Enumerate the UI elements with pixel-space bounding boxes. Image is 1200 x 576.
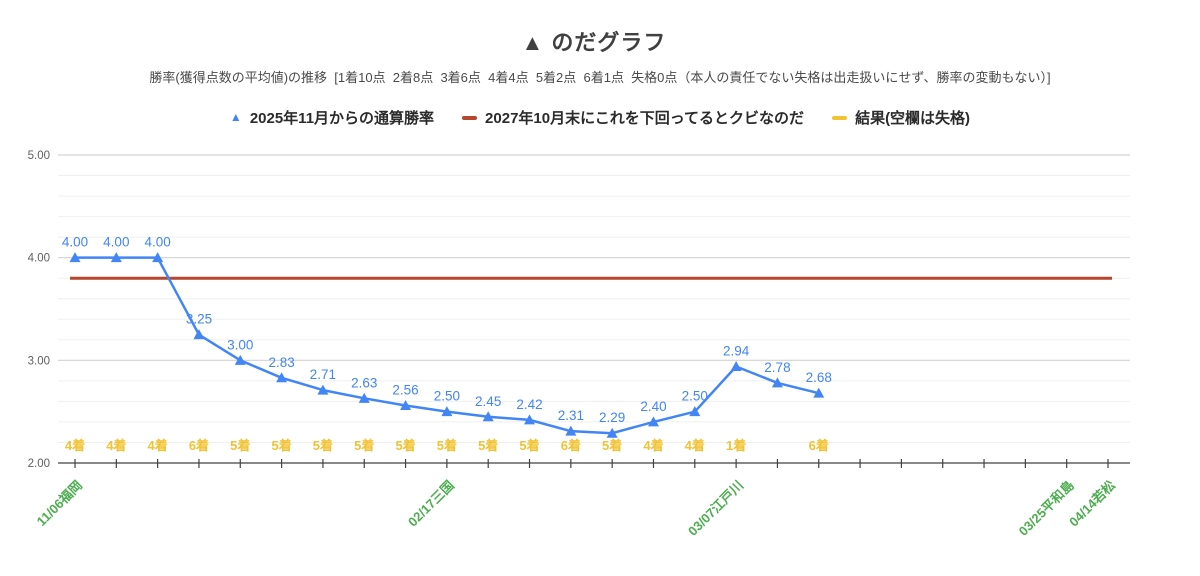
result-label: 4着 (65, 438, 85, 453)
data-value-label: 2.50 (682, 389, 708, 404)
data-value-label: 4.00 (144, 235, 170, 250)
chart-title: ▲ のだグラフ (521, 30, 667, 55)
result-label: 4着 (685, 438, 705, 453)
data-value-label: 2.31 (558, 408, 584, 423)
data-point-marker (771, 377, 783, 388)
data-point-marker (647, 416, 659, 427)
x-axis-label: 03/07江戸川 (685, 478, 746, 539)
data-point-marker (193, 329, 205, 340)
data-value-label: 2.78 (764, 360, 790, 375)
result-label: 5着 (478, 438, 498, 453)
result-label: 5着 (519, 438, 539, 453)
legend-label-result: 結果(空欄は失格) (855, 110, 971, 127)
data-value-label: 4.00 (103, 235, 129, 250)
legend-label-threshold: 2027年10月末にこれを下回ってるとクビなのだ (485, 110, 805, 127)
data-point-marker (110, 252, 122, 263)
data-value-label: 2.42 (516, 397, 542, 412)
data-point-marker (234, 354, 246, 365)
y-axis-label: 5.00 (28, 150, 50, 162)
data-value-label: 2.68 (806, 370, 832, 385)
data-point-marker (606, 427, 618, 438)
x-axis-label: 02/17三国 (405, 478, 457, 530)
y-axis-label: 3.00 (28, 355, 50, 367)
result-label: 5着 (602, 438, 622, 453)
data-point-marker (358, 392, 370, 403)
data-point-marker (69, 252, 81, 263)
data-value-label: 2.29 (599, 410, 625, 425)
legend-label-winrate: 2025年11月からの通算勝率 (249, 110, 435, 127)
data-point-marker (152, 252, 164, 263)
data-point-marker (400, 400, 412, 411)
triangle-marker-icon: ▲ (229, 109, 242, 124)
data-value-label: 2.94 (723, 343, 750, 358)
legend-item-result: 結果(空欄は失格) (832, 107, 970, 128)
chart-subtitle: 勝率(獲得点数の平均値)の推移 [1着10点 2着8点 3着6点 4着4点 5着… (149, 70, 1051, 85)
data-point-marker (565, 425, 577, 436)
data-point-marker (441, 406, 453, 417)
data-point-marker (689, 406, 701, 417)
data-value-label: 2.56 (392, 383, 418, 398)
chart-legend: ▲ 2025年11月からの通算勝率 2027年10月末にこれを下回ってるとクビな… (0, 107, 1200, 128)
data-value-label: 2.71 (310, 367, 336, 382)
x-axis-label: 11/06福岡 (34, 478, 85, 529)
result-label: 6着 (189, 438, 209, 453)
result-label: 1着 (726, 438, 746, 453)
result-label: 5着 (271, 438, 291, 453)
result-label: 6着 (809, 438, 829, 453)
result-label: 4着 (148, 438, 168, 453)
y-axis-label: 4.00 (28, 253, 50, 265)
result-label: 4着 (106, 438, 126, 453)
data-value-label: 2.50 (434, 389, 460, 404)
data-value-label: 2.45 (475, 394, 501, 409)
result-label: 4着 (643, 438, 663, 453)
data-point-marker (524, 414, 536, 425)
dash-marker-icon (832, 115, 848, 120)
result-label: 6着 (561, 438, 581, 453)
data-value-label: 2.83 (268, 355, 294, 370)
data-value-label: 4.00 (62, 235, 88, 250)
x-axis-label: 03/25平和島 (1016, 478, 1077, 539)
y-axis-label: 2.00 (28, 458, 50, 470)
data-value-label: 2.63 (351, 375, 377, 390)
data-value-label: 3.00 (227, 337, 253, 352)
result-label: 5着 (437, 438, 457, 453)
data-point-marker (813, 387, 825, 398)
result-label: 5着 (230, 438, 250, 453)
data-value-label: 3.25 (186, 312, 212, 327)
data-point-marker (482, 411, 494, 422)
data-point-marker (276, 372, 288, 383)
dash-marker-icon (462, 115, 478, 120)
result-label: 5着 (395, 438, 415, 453)
result-label: 5着 (354, 438, 374, 453)
result-label: 5着 (313, 438, 333, 453)
data-point-marker (317, 384, 329, 395)
data-point-marker (730, 360, 742, 371)
legend-item-threshold: 2027年10月末にこれを下回ってるとクビなのだ (462, 107, 804, 128)
legend-item-winrate: ▲ 2025年11月からの通算勝率 (230, 107, 434, 128)
data-value-label: 2.40 (640, 399, 666, 414)
